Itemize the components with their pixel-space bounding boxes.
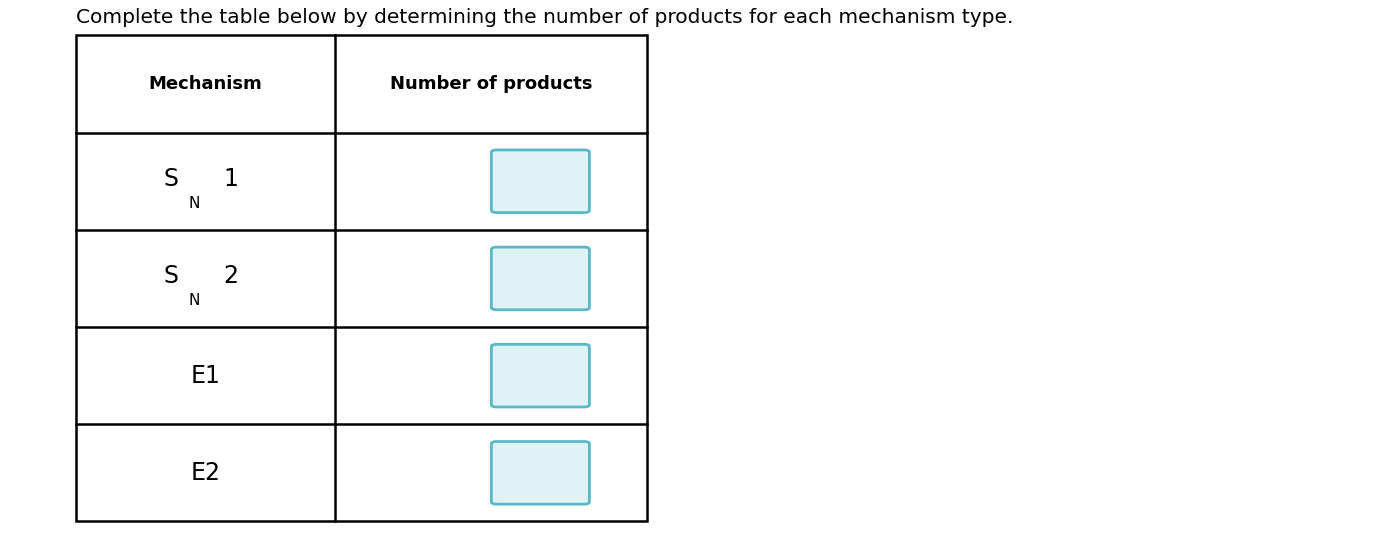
Text: E1: E1 bbox=[190, 364, 220, 388]
Text: Number of products: Number of products bbox=[389, 75, 592, 93]
Text: Complete the table below by determining the number of products for each mechanis: Complete the table below by determining … bbox=[76, 8, 1014, 27]
Text: E2: E2 bbox=[190, 461, 221, 485]
FancyBboxPatch shape bbox=[491, 150, 589, 212]
Bar bbox=[76, 35, 647, 521]
FancyBboxPatch shape bbox=[491, 345, 589, 407]
Text: S: S bbox=[162, 167, 178, 191]
Text: 1: 1 bbox=[224, 167, 238, 191]
Text: S: S bbox=[162, 264, 178, 288]
FancyBboxPatch shape bbox=[491, 247, 589, 310]
Text: N: N bbox=[189, 293, 200, 308]
Text: 2: 2 bbox=[223, 264, 238, 288]
Text: Mechanism: Mechanism bbox=[148, 75, 262, 93]
FancyBboxPatch shape bbox=[491, 442, 589, 504]
Text: N: N bbox=[189, 195, 200, 211]
